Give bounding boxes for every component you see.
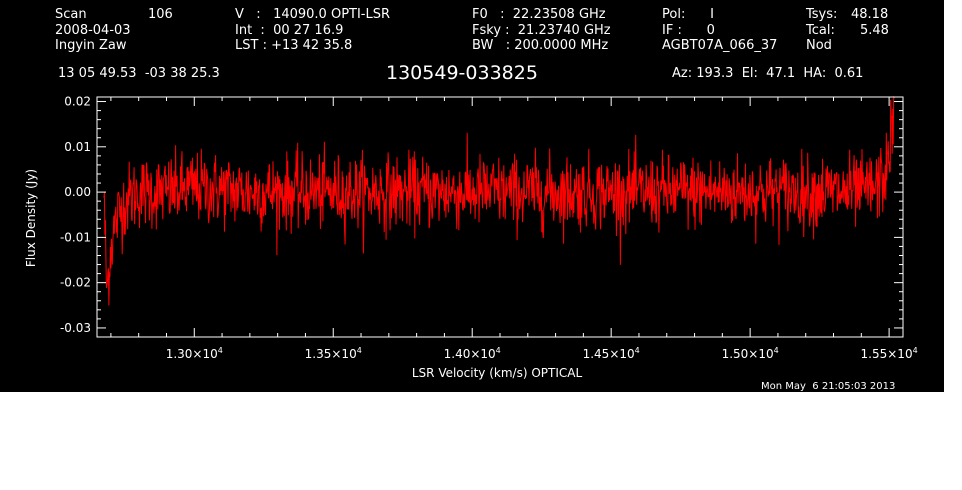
render-timestamp: Mon May 6 21:05:03 2013 (761, 381, 896, 392)
scan-label: Scan (55, 7, 87, 22)
source-coordinates: 13 05 49.53 -03 38 25.3 (58, 66, 220, 81)
tsys-value: 48.18 (851, 7, 889, 22)
x-axis-label: LSR Velocity (km/s) OPTICAL (412, 366, 583, 380)
tcal-value: 5.48 (860, 23, 889, 38)
y-tick-label: 0.01 (64, 140, 91, 154)
x-tick-label: 1.50×104 (722, 346, 779, 361)
tcal-label: Tcal: (806, 23, 835, 38)
y-tick-label: -0.01 (60, 230, 91, 244)
bandwidth-line: BW : 200.0000 MHz (472, 38, 609, 53)
plot-panel: Scan 106 2008-04-03 Ingyin Zaw V : 14090… (0, 0, 944, 392)
y-tick-label: -0.02 (60, 276, 91, 290)
spectrum-chart: 1.30×104 1.35×104 1.40×104 1.45×104 1.50×104… (24, 95, 918, 380)
y-tick-label: -0.03 (60, 321, 91, 335)
observer-name: Ingyin Zaw (55, 38, 127, 53)
x-tick-label: 1.30×104 (166, 346, 223, 361)
chart-title: 130549-033825 (386, 62, 538, 84)
x-tick-label: 1.35×104 (305, 346, 362, 361)
y-axis-label: Flux Density (Jy) (24, 169, 38, 267)
sky-frequency-line: Fsky : 21.23740 GHz (472, 23, 611, 38)
lst-line: LST : +13 42 35.8 (235, 38, 353, 53)
y-tick-label: 0.02 (64, 95, 91, 109)
polarization-line: Pol: I (662, 7, 714, 22)
x-tick-label: 1.40×104 (444, 346, 501, 361)
switching-mode: Nod (806, 38, 832, 53)
rest-frequency-line: F0 : 22.23508 GHz (472, 7, 606, 22)
project-id: AGBT07A_066_37 (662, 38, 778, 53)
if-line: IF : 0 (662, 23, 715, 38)
scan-value: 106 (148, 7, 173, 22)
x-tick-label: 1.55×104 (861, 346, 918, 361)
tsys-label: Tsys: (806, 7, 838, 22)
observation-date: 2008-04-03 (55, 23, 131, 38)
velocity-line: V : 14090.0 OPTI-LSR (235, 7, 391, 22)
y-tick-label: 0.00 (64, 185, 91, 199)
integration-line: Int : 00 27 16.9 (235, 23, 344, 38)
x-tick-label: 1.45×104 (583, 346, 640, 361)
spectrum-series-line (103, 95, 896, 306)
az-el-ha-line: Az: 193.3 El: 47.1 HA: 0.61 (672, 66, 864, 81)
